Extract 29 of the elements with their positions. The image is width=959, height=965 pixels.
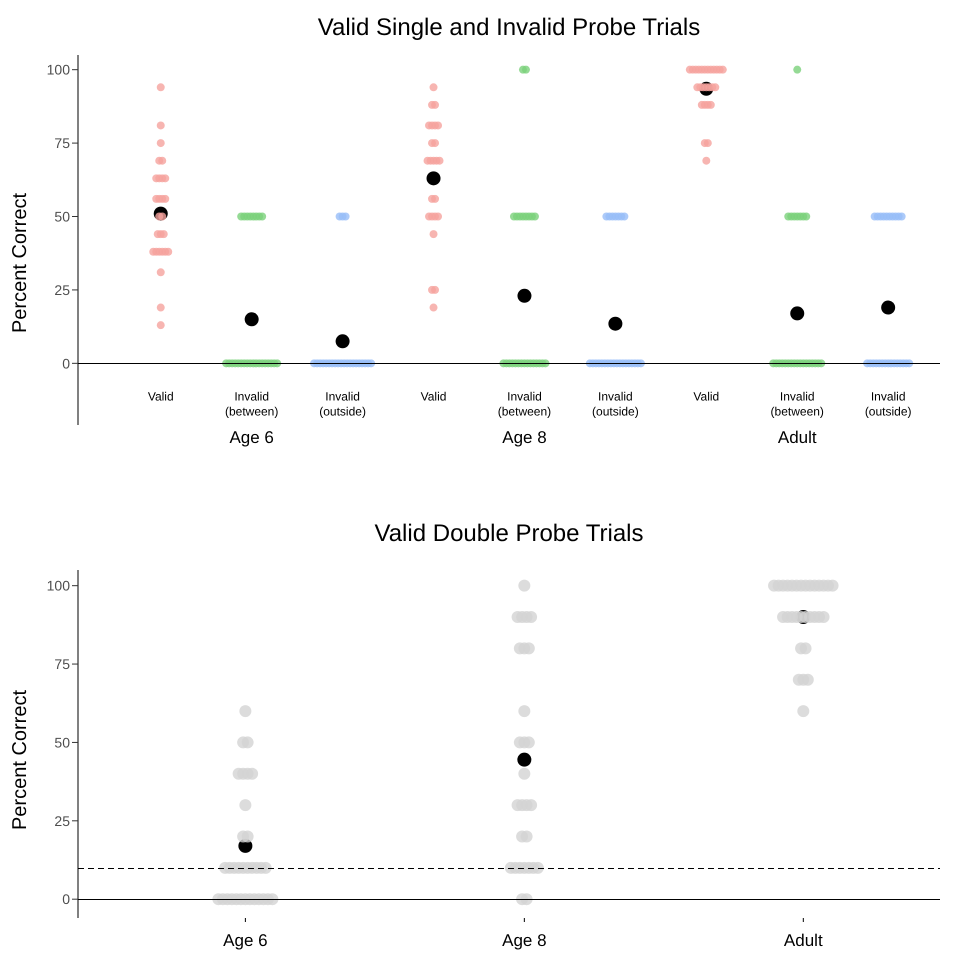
x-tick-label: Invalid (outside) <box>319 390 366 419</box>
text: Age 6 <box>228 428 275 448</box>
y-axis-title: Percent Correct <box>9 192 31 334</box>
x-tick-label: Age 8 <box>502 931 547 950</box>
x-tick-label: Valid <box>693 390 720 404</box>
y-tick-label: 50 <box>54 208 70 224</box>
y-axis-title: Percent Correct <box>9 690 31 830</box>
x-tick-label: Valid <box>420 390 446 404</box>
y-tick-label: 75 <box>54 656 70 672</box>
text: Adult <box>776 428 818 448</box>
y-tick-label: 25 <box>54 812 70 829</box>
x-tick-label: Valid <box>148 390 174 404</box>
text: Age 8 <box>501 428 548 448</box>
chart-title: Valid Double Probe Trials <box>373 520 645 548</box>
x-tick-label: Invalid (between) <box>498 390 552 419</box>
y-tick-label: 100 <box>46 62 70 78</box>
y-tick-label: 50 <box>54 734 70 750</box>
x-tick-label: Invalid (between) <box>770 390 824 419</box>
y-tick-label: 0 <box>62 355 70 372</box>
x-tick-label: Adult <box>784 931 823 950</box>
x-tick-label: Age 6 <box>223 931 268 950</box>
y-tick-label: 25 <box>54 282 70 298</box>
x-tick-label: Invalid (between) <box>224 390 278 419</box>
x-tick-label: Invalid (outside) <box>592 390 639 419</box>
x-tick-label: Invalid (outside) <box>864 390 912 419</box>
y-tick-label: 100 <box>46 578 70 594</box>
chart-title: Valid Single and Invalid Probe Trials <box>316 14 702 42</box>
y-tick-label: 0 <box>62 891 70 908</box>
y-tick-label: 75 <box>54 135 70 152</box>
